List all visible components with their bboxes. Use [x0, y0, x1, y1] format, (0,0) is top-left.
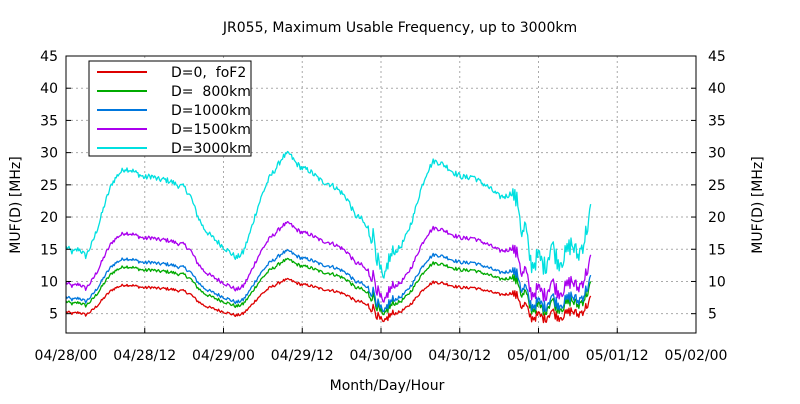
y-tick-label-left: 30: [40, 146, 58, 162]
y-tick-label-left: 45: [40, 49, 58, 65]
y-tick-label-right: 45: [708, 49, 726, 65]
y-tick-label-right: 25: [708, 178, 726, 194]
legend-label-2: D=1000km: [171, 103, 251, 119]
series-line-0: [65, 277, 592, 324]
legend-label-4: D=3000km: [171, 141, 251, 157]
x-tick-label: 04/30/00: [350, 348, 413, 364]
y-tick-label-left: 40: [40, 81, 58, 97]
y-tick-label-left: 5: [49, 307, 58, 323]
x-tick-label: 04/30/12: [428, 348, 491, 364]
series-line-2: [65, 249, 592, 313]
y-tick-label-right: 15: [708, 242, 726, 258]
y-tick-label-right: 5: [708, 307, 717, 323]
x-tick-label: 05/01/12: [586, 348, 649, 364]
x-tick-label: 05/02/00: [665, 348, 728, 364]
y-axis-label-right: MUF(D) [MHz]: [750, 156, 766, 253]
series-line-4: [65, 150, 592, 279]
y-tick-label-right: 10: [708, 274, 726, 290]
y-tick-label-left: 15: [40, 242, 58, 258]
y-tick-label-right: 30: [708, 146, 726, 162]
x-tick-label: 04/28/00: [35, 348, 98, 364]
y-tick-label-right: 35: [708, 113, 726, 129]
x-tick-label: 04/28/12: [113, 348, 176, 364]
y-tick-label-right: 40: [708, 81, 726, 97]
legend: D=0, foF2 D= 800km D=1000km D=1500km D=3000k…: [88, 60, 252, 157]
series-line-3: [65, 220, 592, 303]
legend-label-3: D=1500km: [171, 122, 251, 138]
chart-title: JR055, Maximum Usable Frequency, up to 3…: [222, 20, 577, 36]
y-tick-label-left: 10: [40, 274, 58, 290]
y-axis-label-left: MUF(D) [MHz]: [8, 156, 24, 253]
series-line-1: [65, 257, 592, 316]
y-tick-label-left: 25: [40, 178, 58, 194]
legend-box: [88, 60, 252, 157]
y-tick-label-left: 20: [40, 210, 58, 226]
x-tick-label: 05/01/00: [507, 348, 570, 364]
y-tick-label-right: 20: [708, 210, 726, 226]
series-lines: [65, 150, 592, 324]
legend-label-0: D=0, foF2: [171, 65, 246, 81]
x-tick-label: 04/29/12: [271, 348, 334, 364]
axis-ticks: 5 5 10 10 15 15 20 20 25 25 30 30 35 35 40 40 45 45 04/28/…: [35, 49, 728, 364]
x-axis-label: Month/Day/Hour: [330, 378, 445, 394]
legend-label-1: D= 800km: [171, 84, 251, 100]
x-tick-label: 04/29/00: [192, 348, 255, 364]
y-tick-label-left: 35: [40, 113, 58, 129]
